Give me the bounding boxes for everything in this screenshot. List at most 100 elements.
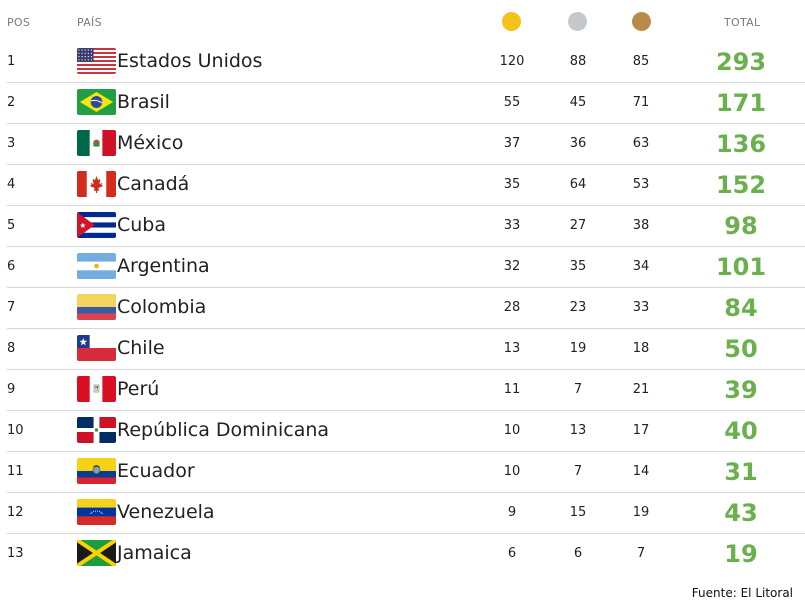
bronze-count: 33 (632, 300, 650, 315)
table-row: 5 Cuba 33 27 38 98 (0, 206, 805, 247)
bronze-count: 21 (632, 382, 650, 397)
gold-count: 13 (503, 341, 521, 356)
ecuador-flag-icon (77, 458, 116, 484)
table-row: 9 Perú 11 7 21 39 (0, 370, 805, 411)
row-divider (7, 287, 805, 288)
gold-count: 55 (503, 95, 521, 110)
table-row: 1 Estados Unidos 120 88 85 293 (0, 42, 805, 83)
table-row: 8 Chile 13 19 18 50 (0, 329, 805, 370)
row-divider (7, 123, 805, 124)
cuba-flag-icon (77, 212, 116, 238)
country-name: Argentina (117, 255, 210, 277)
brazil-flag-icon (77, 89, 116, 115)
table-row: 7 Colombia 28 23 33 84 (0, 288, 805, 329)
row-position: 4 (7, 177, 16, 192)
row-position: 7 (7, 300, 16, 315)
bronze-count: 85 (632, 54, 650, 69)
silver-count: 88 (569, 54, 587, 69)
silver-count: 13 (569, 423, 587, 438)
source-note: Fuente: El Litoral (691, 586, 793, 600)
jamaica-flag-icon (77, 540, 116, 566)
venezuela-flag-icon (77, 499, 116, 525)
gold-count: 37 (503, 136, 521, 151)
row-divider (7, 164, 805, 165)
bronze-count: 19 (632, 505, 650, 520)
row-position: 10 (7, 423, 24, 438)
total-count: 171 (715, 89, 767, 117)
table-row: 6 Argentina 32 35 34 101 (0, 247, 805, 288)
country-name: Perú (117, 378, 160, 400)
chile-flag-icon (77, 335, 116, 361)
row-position: 12 (7, 505, 24, 520)
total-count: 19 (724, 540, 758, 568)
country-name: México (117, 132, 184, 154)
peru-flag-icon (77, 376, 116, 402)
bronze-count: 71 (632, 95, 650, 110)
total-count: 84 (724, 294, 758, 322)
medal-table: 1 Estados Unidos 120 88 85 293 2 Brasil 55 45 71 17… (0, 42, 805, 575)
bronze-count: 34 (632, 259, 650, 274)
silver-count: 15 (569, 505, 587, 520)
silver-count: 27 (569, 218, 587, 233)
bronze-medal-icon (632, 12, 651, 31)
bronze-count: 14 (632, 464, 650, 479)
row-position: 13 (7, 546, 24, 561)
row-divider (7, 533, 805, 534)
total-count: 50 (724, 335, 758, 363)
country-name: Ecuador (117, 460, 195, 482)
table-row: 12 Venezuela 9 15 19 43 (0, 493, 805, 534)
colombia-flag-icon (77, 294, 116, 320)
silver-count: 7 (573, 464, 583, 479)
row-position: 6 (7, 259, 16, 274)
bronze-count: 53 (632, 177, 650, 192)
total-count: 101 (715, 253, 767, 281)
country-name: Colombia (117, 296, 207, 318)
row-position: 5 (7, 218, 16, 233)
country-name: Chile (117, 337, 165, 359)
row-divider (7, 82, 805, 83)
bronze-count: 17 (632, 423, 650, 438)
total-header: TOTAL (724, 16, 761, 29)
country-name: Estados Unidos (117, 50, 263, 72)
total-count: 152 (715, 171, 767, 199)
bronze-count: 7 (636, 546, 646, 561)
row-position: 3 (7, 136, 16, 151)
silver-count: 36 (569, 136, 587, 151)
country-name: Canadá (117, 173, 190, 195)
gold-medal-icon (502, 12, 521, 31)
mexico-flag-icon (77, 130, 116, 156)
gold-count: 33 (503, 218, 521, 233)
gold-count: 10 (503, 423, 521, 438)
row-divider (7, 451, 805, 452)
row-position: 11 (7, 464, 24, 479)
gold-count: 9 (507, 505, 517, 520)
bronze-count: 38 (632, 218, 650, 233)
table-header: POS PAÍS TOTAL (0, 0, 805, 44)
country-header: PAÍS (77, 16, 102, 29)
pos-header: POS (7, 16, 31, 29)
bronze-count: 63 (632, 136, 650, 151)
row-position: 9 (7, 382, 16, 397)
country-name: Jamaica (117, 542, 192, 564)
gold-count: 32 (503, 259, 521, 274)
silver-count: 6 (573, 546, 583, 561)
total-count: 293 (715, 48, 767, 76)
table-row: 13 Jamaica 6 6 7 19 (0, 534, 805, 575)
row-divider (7, 205, 805, 206)
row-position: 8 (7, 341, 16, 356)
row-divider (7, 369, 805, 370)
dominican-republic-flag-icon (77, 417, 116, 443)
gold-count: 11 (503, 382, 521, 397)
gold-count: 10 (503, 464, 521, 479)
total-count: 43 (724, 499, 758, 527)
silver-count: 23 (569, 300, 587, 315)
table-row: 3 México 37 36 63 136 (0, 124, 805, 165)
bronze-count: 18 (632, 341, 650, 356)
row-position: 2 (7, 95, 16, 110)
table-row: 10 República Dominicana 10 13 17 40 (0, 411, 805, 452)
total-count: 40 (724, 417, 758, 445)
country-name: República Dominicana (117, 419, 330, 441)
canada-flag-icon (77, 171, 116, 197)
silver-count: 45 (569, 95, 587, 110)
usa-flag-icon (77, 48, 116, 74)
